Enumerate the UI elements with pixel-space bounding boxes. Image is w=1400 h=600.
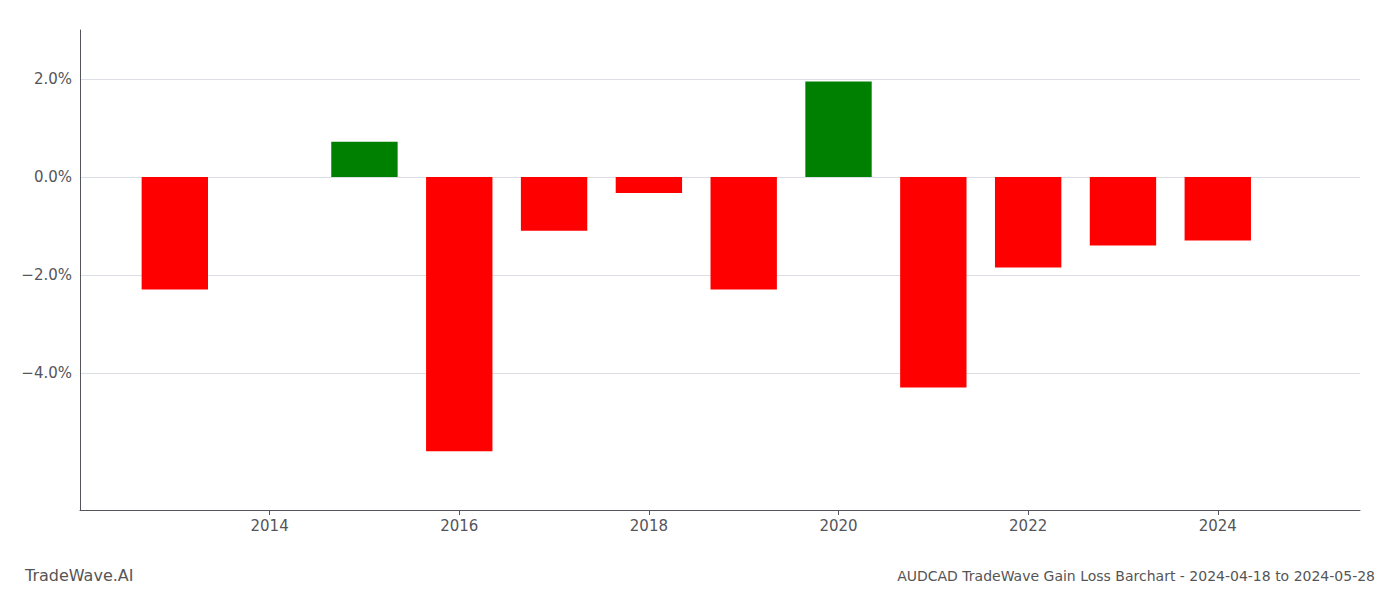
svg-text:0.0%: 0.0% (34, 168, 72, 186)
svg-text:2022: 2022 (1009, 517, 1047, 535)
svg-text:TradeWave.AI: TradeWave.AI (24, 566, 133, 585)
svg-text:2020: 2020 (819, 517, 857, 535)
svg-text:2018: 2018 (630, 517, 668, 535)
svg-text:−2.0%: −2.0% (21, 266, 72, 284)
svg-text:2016: 2016 (440, 517, 478, 535)
svg-text:2024: 2024 (1199, 517, 1237, 535)
svg-text:−4.0%: −4.0% (21, 364, 72, 382)
svg-text:2.0%: 2.0% (34, 70, 72, 88)
svg-text:AUDCAD TradeWave Gain Loss Bar: AUDCAD TradeWave Gain Loss Barchart - 20… (897, 568, 1375, 584)
svg-text:2014: 2014 (251, 517, 289, 535)
